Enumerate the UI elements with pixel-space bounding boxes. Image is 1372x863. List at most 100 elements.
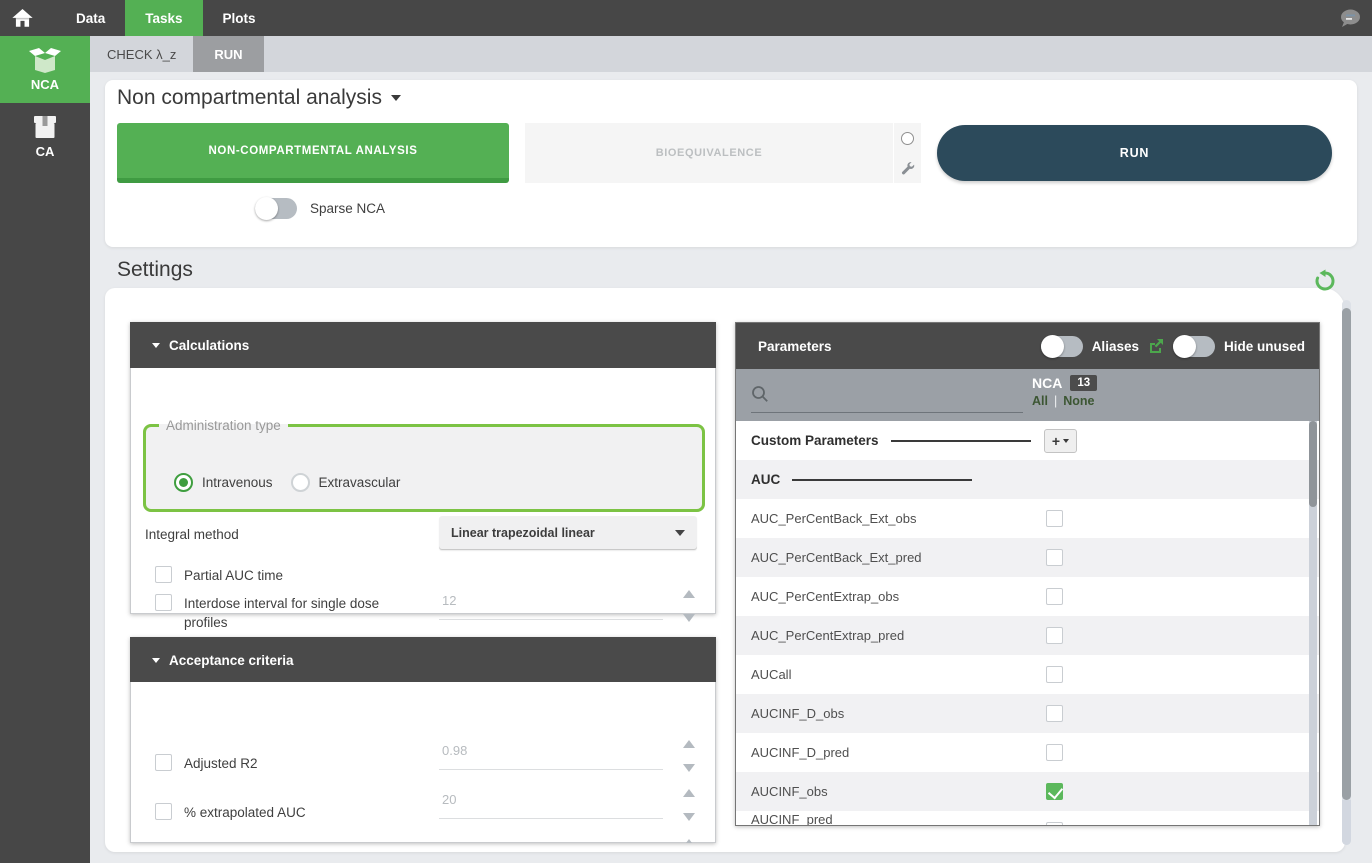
parameter-checkbox[interactable] (1046, 705, 1063, 722)
parameter-row: AUC_PerCentExtrap_obs (736, 577, 1319, 616)
input-underline (439, 818, 663, 819)
number-stepper[interactable] (683, 590, 697, 622)
interdose-input[interactable]: 12 (439, 590, 697, 622)
settings-scrollbar[interactable] (1342, 300, 1351, 845)
adjusted-r2-row: Adjusted R2 (155, 754, 258, 773)
home-icon (11, 8, 33, 27)
calculations-header-label: Calculations (169, 337, 250, 353)
parameter-label: AUC_PerCentBack_Ext_obs (751, 511, 917, 526)
reset-settings-button[interactable] (1313, 269, 1337, 293)
tab-run[interactable]: RUN (193, 36, 264, 72)
chat-button[interactable] (1328, 0, 1372, 36)
search-underline (751, 412, 1023, 413)
wrench-icon (901, 161, 915, 174)
tab-check-lambda-z[interactable]: CHECK λ_z (107, 46, 177, 62)
sidebar: NCA CA (0, 36, 90, 863)
collapse-caret-icon (152, 342, 160, 348)
interdose-checkbox[interactable] (155, 594, 172, 611)
aliases-toggle[interactable] (1040, 334, 1083, 358)
parameter-checkbox[interactable] (1046, 744, 1063, 761)
calculations-body: Administration type Intravenous Extravas… (130, 368, 716, 630)
spin-down-icon (683, 764, 695, 772)
run-button[interactable]: RUN (937, 125, 1332, 181)
parameters-header: Parameters Aliases Hide unused (736, 323, 1319, 369)
parameter-search-input[interactable] (751, 377, 1023, 413)
nav-item-plots[interactable]: Plots (222, 10, 256, 26)
scrollbar-thumb[interactable] (1309, 421, 1317, 507)
extrapolated-auc-checkbox[interactable] (155, 803, 172, 820)
open-box-icon (29, 48, 61, 73)
plus-icon: + (1051, 433, 1061, 449)
interdose-value: 12 (442, 593, 457, 608)
nav-item-tasks[interactable]: Tasks (125, 0, 203, 36)
calculations-header[interactable]: Calculations (130, 322, 716, 368)
add-custom-parameter-button[interactable]: + (1044, 429, 1077, 453)
home-button[interactable] (0, 0, 44, 36)
parameter-list-scrollbar[interactable] (1309, 421, 1317, 825)
radio-label: Intravenous (202, 475, 273, 490)
number-stepper[interactable] (683, 740, 697, 772)
radio-extravascular[interactable]: Extravascular (290, 473, 401, 492)
parameter-checkbox[interactable] (1046, 588, 1063, 605)
select-none-link[interactable]: None (1063, 394, 1095, 408)
select-all-link[interactable]: All (1032, 394, 1048, 408)
parameter-label: AUCINF_obs (751, 784, 828, 799)
scrollbar-thumb[interactable] (1342, 308, 1351, 800)
extrapolated-auc-input[interactable]: 20 (439, 789, 697, 821)
acceptance-criteria-header-label: Acceptance criteria (169, 652, 294, 668)
extrapolated-auc-label: % extrapolated AUC (184, 805, 306, 820)
adjusted-r2-input[interactable]: 0.98 (439, 740, 697, 772)
bioequivalence-settings-button[interactable] (894, 153, 921, 183)
acceptance-criteria-header[interactable]: Acceptance criteria (130, 637, 716, 683)
interdose-row: Interdose interval for single dose profi… (155, 594, 405, 632)
number-stepper[interactable] (683, 839, 697, 843)
parameters-header-label: Parameters (758, 338, 832, 354)
extrapolated-auc-row: % extrapolated AUC (155, 803, 306, 822)
non-compartmental-analysis-button[interactable]: NON-COMPARTMENTAL ANALYSIS (117, 123, 509, 183)
administration-type-radios: Intravenous Extravascular (174, 473, 400, 492)
parameter-checkbox[interactable] (1046, 549, 1063, 566)
partial-auc-label: Partial AUC time (184, 568, 284, 583)
external-link-icon[interactable] (1148, 338, 1164, 354)
radio-label: Extravascular (318, 475, 401, 490)
top-nav: Data Tasks Plots (0, 0, 1372, 36)
parameters-subheader: NCA 13 All | None (736, 369, 1319, 421)
custom-parameters-label: Custom Parameters (751, 433, 879, 448)
parameter-checkbox[interactable] (1046, 783, 1063, 800)
spin-down-icon (683, 813, 695, 821)
integral-method-select[interactable]: Linear trapezoidal linear (439, 516, 697, 550)
sidebar-item-ca[interactable]: CA (0, 103, 90, 170)
parameter-row: AUCINF_D_pred (736, 733, 1319, 772)
parameters-panel: Parameters Aliases Hide unused NCA 13 (735, 322, 1320, 826)
search-icon (752, 386, 768, 402)
toggle-knob (1040, 334, 1064, 358)
parameter-checkbox[interactable] (1046, 510, 1063, 527)
bioequivalence-button[interactable]: BIOEQUIVALENCE (525, 123, 893, 183)
span-input[interactable]: 3 (439, 839, 697, 843)
parameter-label: AUCall (751, 667, 792, 682)
nav-item-data[interactable]: Data (76, 10, 106, 26)
parameter-checkbox[interactable] (1046, 822, 1063, 825)
sidebar-item-nca[interactable]: NCA (0, 36, 90, 103)
interdose-label: Interdose interval for single dose profi… (184, 596, 380, 630)
closed-box-icon (34, 116, 56, 138)
page-title-dropdown[interactable]: Non compartmental analysis (117, 86, 401, 110)
calculations-panel: Calculations Administration type Intrave… (130, 322, 716, 630)
administration-type-fieldset: Administration type Intravenous Extravas… (143, 418, 705, 512)
sidebar-item-label: CA (35, 144, 55, 159)
section-label: AUC (751, 472, 781, 487)
radio-intravenous[interactable]: Intravenous (174, 473, 273, 492)
parameter-label: AUC_PerCentBack_Ext_pred (751, 550, 922, 565)
page-title: Non compartmental analysis (117, 86, 382, 109)
section-row-auc: AUC (736, 460, 1319, 499)
parameter-checkbox[interactable] (1046, 666, 1063, 683)
partial-auc-checkbox[interactable] (155, 566, 172, 583)
parameter-checkbox[interactable] (1046, 627, 1063, 644)
radio-selected-icon (174, 473, 193, 492)
hide-unused-toggle[interactable] (1172, 334, 1215, 358)
sparse-nca-toggle[interactable] (255, 197, 297, 220)
adjusted-r2-checkbox[interactable] (155, 754, 172, 771)
bioequivalence-radio-button[interactable] (894, 123, 921, 153)
parameter-row: AUCINF_pred (736, 811, 1319, 825)
number-stepper[interactable] (683, 789, 697, 821)
